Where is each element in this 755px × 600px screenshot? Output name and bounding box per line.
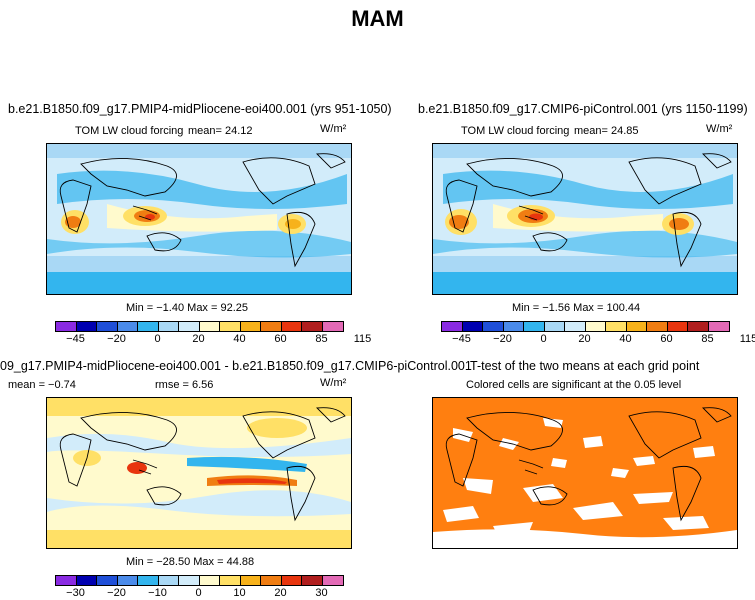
panel-c-mean: mean = −0.74 [8,379,76,391]
colorbar-swatch [565,322,586,331]
colorbar-tick-label: −10 [148,587,167,599]
colorbar-swatch [626,322,647,331]
panel-b-variable: TOM LW cloud forcing [461,125,570,137]
colorbar-swatch [138,576,159,585]
panel-a-colorbar [55,321,344,332]
colorbar-swatch [462,322,483,331]
colorbar-swatch [503,322,524,331]
colorbar-swatch [281,322,302,331]
colorbar-tick-label: 40 [233,333,246,345]
figure-title: MAM [351,6,404,31]
colorbar-swatch [240,322,261,331]
colorbar-swatch [179,322,200,331]
colorbar-tick-label: 20 [274,587,287,599]
colorbar-swatch [261,576,282,585]
colorbar-tick-label: 0 [195,587,202,599]
colorbar-tick-label: 115 [739,333,755,345]
colorbar-swatch [199,322,220,331]
colorbar-swatch [585,322,606,331]
colorbar-swatch [647,322,668,331]
colorbar-swatch [483,322,504,331]
colorbar-tick-label: 10 [233,587,246,599]
colorbar-swatch [322,576,343,585]
colorbar-swatch [261,322,282,331]
colorbar-swatch [688,322,709,331]
colorbar-swatch [322,322,343,331]
panel-b-map [432,143,738,295]
colorbar-swatch [667,322,688,331]
colorbar-swatch [302,322,323,331]
colorbar-swatch [56,576,77,585]
panel-d-title: T-test of the two means at each grid poi… [470,359,700,373]
panel-a-mean: mean= 24.12 [188,125,253,137]
colorbar-tick-label: 30 [315,587,328,599]
colorbar-tick-label: 115 [353,333,372,345]
colorbar-swatch [442,322,463,331]
colorbar-tick-label: −45 [66,333,85,345]
panel-a-map [46,143,352,295]
nonsignificant-cells [433,418,737,548]
colorbar-swatch [117,322,138,331]
colorbar-swatch [76,576,97,585]
panel-c-map [46,397,352,549]
colorbar-swatch [708,322,729,331]
colorbar-swatch [220,322,241,331]
colorbar-tick-label: −20 [493,333,512,345]
colorbar-swatch [97,322,118,331]
panel-a-units: W/m² [320,123,347,135]
colorbar-swatch [302,576,323,585]
panel-b-title: b.e21.B1850.f09_g17.CMIP6-piControl.001 … [418,102,748,116]
panel-c-colorbar [55,575,344,586]
panel-c-minmax: Min = −28.50 Max = 44.88 [126,556,255,568]
panel-c-rmse: rmse = 6.56 [155,379,214,391]
panel-a-variable: TOM LW cloud forcing [75,125,184,137]
panel-c-title: 09_g17.PMIP4-midPliocene-eoi400.001 - b.… [0,359,472,373]
colorbar-tick-label: 20 [192,333,205,345]
colorbar-tick-label: 85 [315,333,328,345]
colorbar-tick-label: 85 [701,333,714,345]
panel-a-title: b.e21.B1850.f09_g17.PMIP4-midPliocene-eo… [8,102,392,116]
colorbar-swatch [179,576,200,585]
colorbar-swatch [138,322,159,331]
colorbar-swatch [158,576,179,585]
colorbar-tick-label: 60 [660,333,673,345]
colorbar-swatch [76,322,97,331]
colorbar-tick-label: 60 [274,333,287,345]
colorbar-swatch [97,576,118,585]
colorbar-tick-label: 0 [540,333,547,345]
panel-d-map [432,397,738,549]
colorbar-tick-label: −45 [452,333,471,345]
colorbar-swatch [544,322,565,331]
colorbar-tick-label: −20 [107,587,126,599]
panel-b-minmax: Min = −1.56 Max = 100.44 [512,302,641,314]
panel-b-colorbar [441,321,730,332]
colorbar-tick-label: −20 [107,333,126,345]
colorbar-swatch [117,576,138,585]
colorbar-swatch [281,576,302,585]
panel-b-mean: mean= 24.85 [574,125,639,137]
colorbar-swatch [240,576,261,585]
colorbar-tick-label: 40 [619,333,632,345]
colorbar-tick-label: −30 [66,587,85,599]
colorbar-swatch [606,322,627,331]
colorbar-swatch [158,322,179,331]
panel-a-minmax: Min = −1.40 Max = 92.25 [126,302,248,314]
colorbar-tick-label: 20 [578,333,591,345]
colorbar-swatch [220,576,241,585]
colorbar-swatch [56,322,77,331]
panel-d-subtitle: Colored cells are significant at the 0.0… [466,379,682,391]
panel-c-units: W/m² [320,377,347,389]
colorbar-tick-label: 0 [154,333,161,345]
colorbar-swatch [199,576,220,585]
panel-b-units: W/m² [706,123,733,135]
colorbar-swatch [524,322,545,331]
